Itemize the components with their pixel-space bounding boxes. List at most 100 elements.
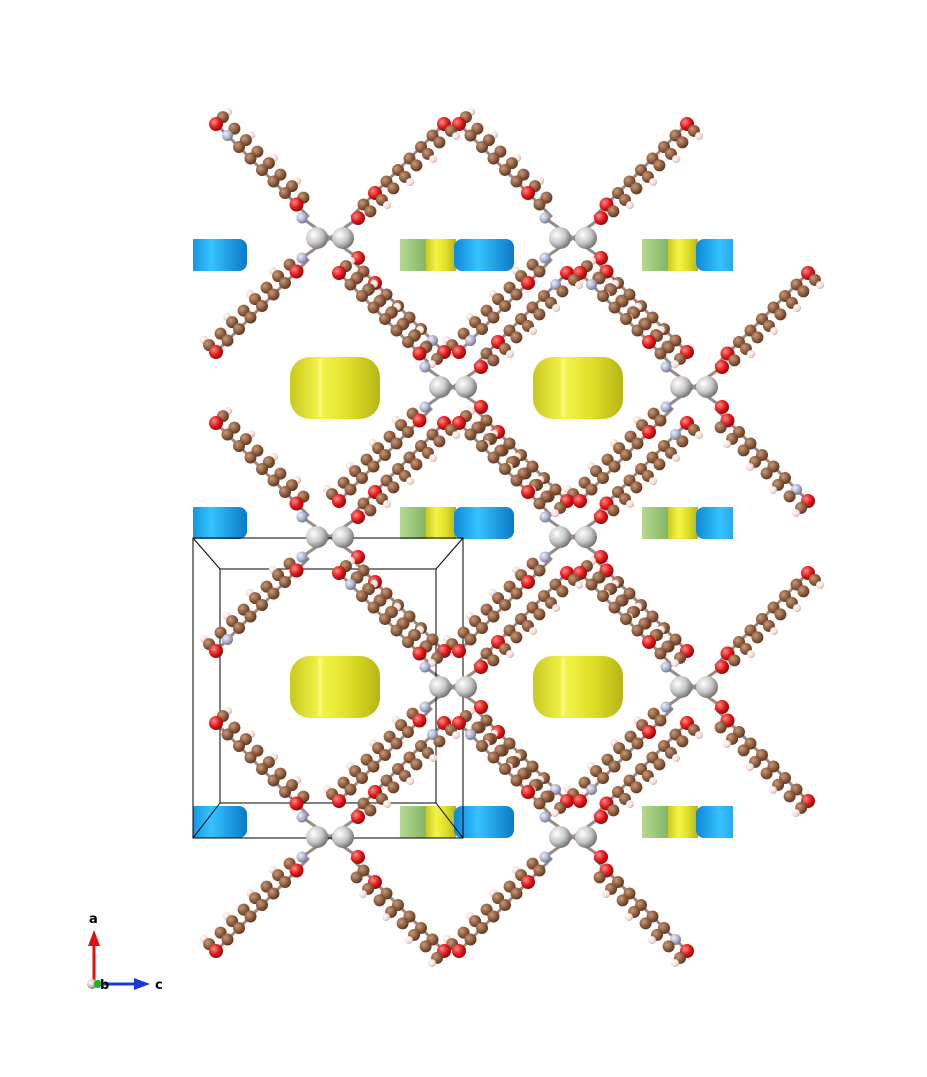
carbon-atom [760, 767, 773, 780]
metal-atom [455, 376, 477, 398]
carbon-atom [267, 887, 280, 900]
carbon-atom [654, 714, 667, 727]
metal-atom [696, 376, 718, 398]
hydrogen-atom [816, 281, 825, 290]
hydrogen-atom [768, 486, 777, 495]
carbon-atom [221, 933, 234, 946]
oxygen-atom [594, 810, 608, 824]
carbon-atom [433, 435, 446, 448]
metal-atom [429, 676, 451, 698]
carbon-atom [256, 763, 268, 775]
carbon-atom [279, 187, 291, 199]
isosurface-highlight [561, 658, 565, 716]
carbon-atom [760, 467, 773, 480]
hydrogen-atom [506, 650, 515, 659]
carbon-atom [630, 182, 643, 195]
oxygen-atom [642, 335, 656, 349]
carbon-atom [556, 585, 569, 598]
carbon-atom [533, 864, 546, 877]
axis-a-label: a [89, 912, 98, 927]
carbon-atom [487, 654, 500, 667]
oxygen-atom [332, 494, 346, 508]
carbon-atom [457, 327, 470, 340]
carbon-atom [597, 772, 609, 784]
oxygen-atom [715, 400, 729, 414]
hydrogen-atom [745, 763, 754, 772]
isosurface-pocket [290, 656, 380, 718]
carbon-atom [510, 474, 523, 487]
carbon-atom [356, 472, 368, 484]
metal-atom [306, 826, 328, 848]
oxygen-atom [594, 251, 608, 265]
isosurface-yellow-band [426, 806, 456, 838]
carbon-atom [279, 786, 291, 798]
carbon-atom [728, 654, 741, 667]
isosurface-green-band [400, 507, 430, 539]
carbon-atom [419, 940, 432, 953]
axis-origin [87, 979, 97, 989]
carbon-atom [510, 587, 523, 600]
carbon-atom [533, 608, 546, 621]
carbon-atom [367, 760, 380, 773]
carbon-atom [476, 141, 488, 153]
carbon-atom [476, 323, 488, 335]
carbon-atom [556, 285, 569, 298]
carbon-atom [653, 159, 666, 172]
carbon-atom [608, 601, 621, 614]
carbon-atom [510, 631, 523, 644]
carbon-atom [387, 781, 400, 794]
carbon-atom [608, 760, 621, 773]
carbon-atom [279, 486, 291, 498]
carbon-atom [608, 301, 621, 314]
hydrogen-atom [381, 913, 390, 922]
oxygen-atom [289, 197, 304, 212]
carbon-atom [233, 323, 245, 335]
carbon-atom [630, 781, 643, 794]
carbon-atom [244, 610, 257, 623]
carbon-atom [593, 871, 606, 884]
carbon-atom [499, 300, 511, 312]
carbon-atom [499, 899, 511, 911]
metal-atom [670, 376, 692, 398]
carbon-atom [476, 622, 488, 634]
oxygen-atom [209, 345, 223, 359]
hydrogen-atom [793, 604, 802, 613]
nitrogen-atom [419, 701, 431, 713]
axis-c-label: c [155, 978, 163, 993]
oxygen-atom [289, 863, 304, 878]
nitrogen-atom [539, 511, 551, 523]
nitrogen-atom [465, 335, 476, 346]
hydrogen-atom [529, 627, 538, 636]
carbon-atom [390, 624, 403, 637]
nitrogen-atom [586, 279, 597, 290]
oxygen-atom [412, 346, 427, 361]
carbon-atom [256, 599, 268, 611]
oxygen-atom [452, 944, 466, 958]
isosurface-green-band [133, 239, 163, 271]
metal-atom [332, 826, 354, 848]
carbon-atom [356, 290, 368, 302]
hydrogen-atom [745, 463, 754, 472]
oxygen-atom [594, 550, 608, 564]
hydrogen-atom [816, 581, 825, 590]
carbon-atom [774, 608, 787, 621]
isosurface-yellow-band [426, 507, 456, 539]
carbon-atom [616, 894, 629, 907]
carbon-atom [244, 751, 257, 764]
hydrogen-atom [770, 627, 779, 636]
hydrogen-atom [670, 959, 679, 968]
hydrogen-atom [768, 786, 777, 795]
carbon-atom [654, 414, 667, 427]
isosurface-blue-band [454, 806, 514, 838]
carbon-atom [533, 265, 546, 278]
carbon-atom [631, 324, 644, 337]
axis-a-arrowhead [88, 930, 100, 946]
carbon-atom [654, 647, 667, 660]
oxygen-atom [642, 635, 656, 649]
carbon-atom [387, 481, 400, 494]
hydrogen-atom [649, 477, 658, 486]
carbon-atom [578, 776, 591, 789]
nitrogen-atom [586, 784, 597, 795]
hydrogen-atom [649, 777, 658, 786]
